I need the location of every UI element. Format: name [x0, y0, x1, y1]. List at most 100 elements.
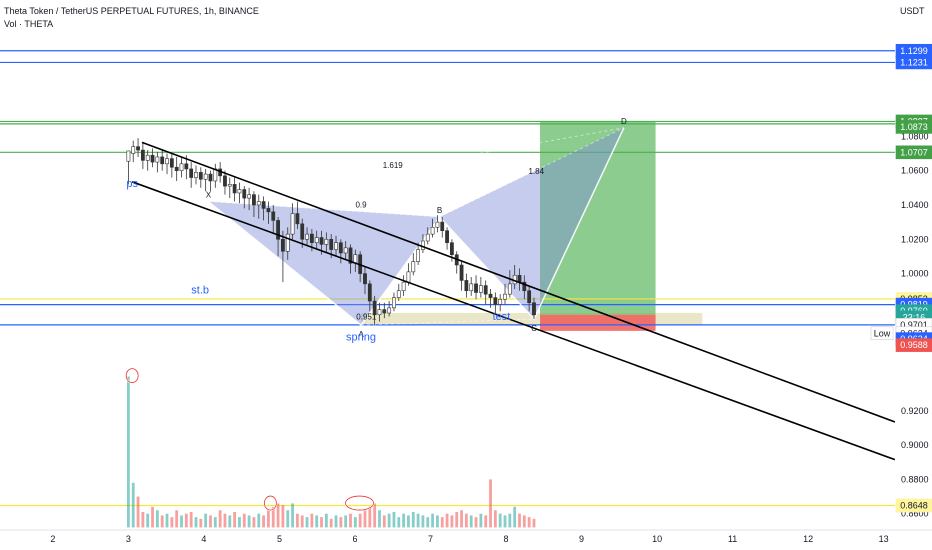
volume-bar — [503, 515, 507, 528]
time-tick-label: 9 — [579, 534, 584, 544]
candle-body — [406, 271, 411, 283]
volume-bar — [392, 511, 396, 528]
candles — [126, 138, 536, 326]
volume-bar — [267, 510, 270, 528]
candle-body — [324, 238, 329, 245]
candle-body — [527, 290, 532, 304]
price-axis[interactable]: USDT 1.0800 1.0600 1.0400 1.0200 1.0000 0.9200… — [870, 0, 932, 550]
volume-bar — [184, 513, 188, 528]
candle-body — [464, 280, 469, 292]
volume-bars — [126, 376, 536, 528]
volume-bar — [382, 515, 386, 528]
volume-bar — [407, 515, 410, 528]
volume-bar — [291, 503, 294, 528]
volume-bar — [180, 515, 183, 528]
candle-body — [309, 233, 314, 244]
candle-body — [266, 208, 271, 213]
time-tick-label: 4 — [201, 534, 206, 544]
candle-body — [483, 285, 488, 295]
candle-body — [232, 184, 237, 194]
channel-line — [131, 181, 896, 461]
candle-body — [208, 173, 213, 182]
candle-body — [440, 221, 445, 231]
price-tag — [895, 498, 932, 513]
candle-body — [276, 220, 280, 240]
volume-bar — [513, 506, 517, 528]
horizontal-levels — [0, 50, 895, 507]
candle-body — [396, 290, 401, 298]
price-tick-label: 1.0600 — [901, 166, 929, 176]
candle-body — [184, 163, 189, 170]
volume-bar — [175, 510, 179, 528]
volume-bar — [397, 517, 401, 528]
price-tag — [895, 145, 932, 160]
volume-bar — [262, 515, 265, 528]
candle-body — [223, 175, 227, 187]
wyckoff-label: st.b — [191, 284, 209, 296]
harmonic-point-label: A — [358, 330, 364, 339]
volume-bar — [378, 510, 381, 528]
volume-bar — [310, 513, 314, 528]
candle-body — [194, 172, 198, 178]
volume-bar — [522, 515, 526, 528]
volume-bar — [295, 513, 299, 528]
price-tick-label: 0.8600 — [901, 509, 929, 519]
volume-bar — [131, 482, 135, 528]
stop-loss-zone — [540, 314, 656, 331]
price-tag-label: 33:16 — [903, 312, 926, 322]
price-tick-label: 1.0200 — [901, 234, 929, 244]
volume-bar — [286, 510, 290, 528]
volume-bar — [363, 510, 367, 528]
time-tick-label: 8 — [504, 534, 509, 544]
candle-body — [242, 189, 247, 199]
volume-highlight-circle-outline — [345, 495, 374, 511]
candle-body — [334, 242, 338, 250]
time-axis[interactable]: 2 3 4 5 6 7 8 9 10 11 12 13 — [0, 529, 932, 550]
candle-body — [367, 283, 372, 302]
volume-bar — [469, 515, 473, 528]
volume-bar — [358, 513, 362, 528]
volume-bar — [194, 517, 198, 528]
candle-body — [131, 146, 136, 154]
candle-body — [488, 293, 493, 298]
candle-body — [478, 285, 483, 293]
currency-label: USDT — [900, 6, 925, 16]
volume-bar — [353, 517, 357, 528]
volume-bar — [136, 496, 140, 528]
time-axis-background — [0, 530, 932, 550]
volume-bar — [440, 517, 444, 528]
price-tick-label: 1.0000 — [901, 269, 929, 279]
price-tick-label: 0.8800 — [901, 474, 929, 484]
candle-body — [295, 213, 300, 225]
price-tick-label: 1.0800 — [901, 131, 929, 141]
price-tag-label: 1.1231 — [900, 57, 928, 67]
time-tick-label: 6 — [352, 534, 357, 544]
volume-bar — [416, 513, 420, 528]
volume-indicator-label[interactable]: Vol · THETA — [4, 19, 54, 29]
candle-body — [416, 249, 420, 262]
candle-body — [503, 293, 507, 300]
harmonic-ratio-line — [439, 127, 625, 218]
wyckoff-label: spring — [346, 331, 376, 343]
volume-bar — [339, 517, 343, 528]
candle-body — [305, 233, 309, 240]
volume-bar — [518, 513, 521, 528]
channel-line — [141, 141, 896, 423]
volume-bar — [320, 517, 323, 528]
time-tick-label: 10 — [652, 534, 662, 544]
volume-bar — [368, 506, 372, 528]
volume-bar — [436, 515, 439, 528]
harmonic-ratio-line — [361, 318, 534, 326]
volume-bar — [493, 510, 497, 528]
candle-body — [247, 194, 252, 199]
volume-bar — [238, 517, 241, 528]
symbol-title[interactable]: Theta Token / TetherUS PERPETUAL FUTURES… — [4, 6, 259, 16]
volume-bar — [281, 505, 285, 528]
candle-body — [445, 230, 449, 244]
candle-body — [165, 158, 169, 165]
candle-body — [387, 307, 392, 314]
candle-body — [227, 184, 232, 187]
candle-body — [300, 223, 305, 240]
candle-body — [392, 297, 396, 309]
